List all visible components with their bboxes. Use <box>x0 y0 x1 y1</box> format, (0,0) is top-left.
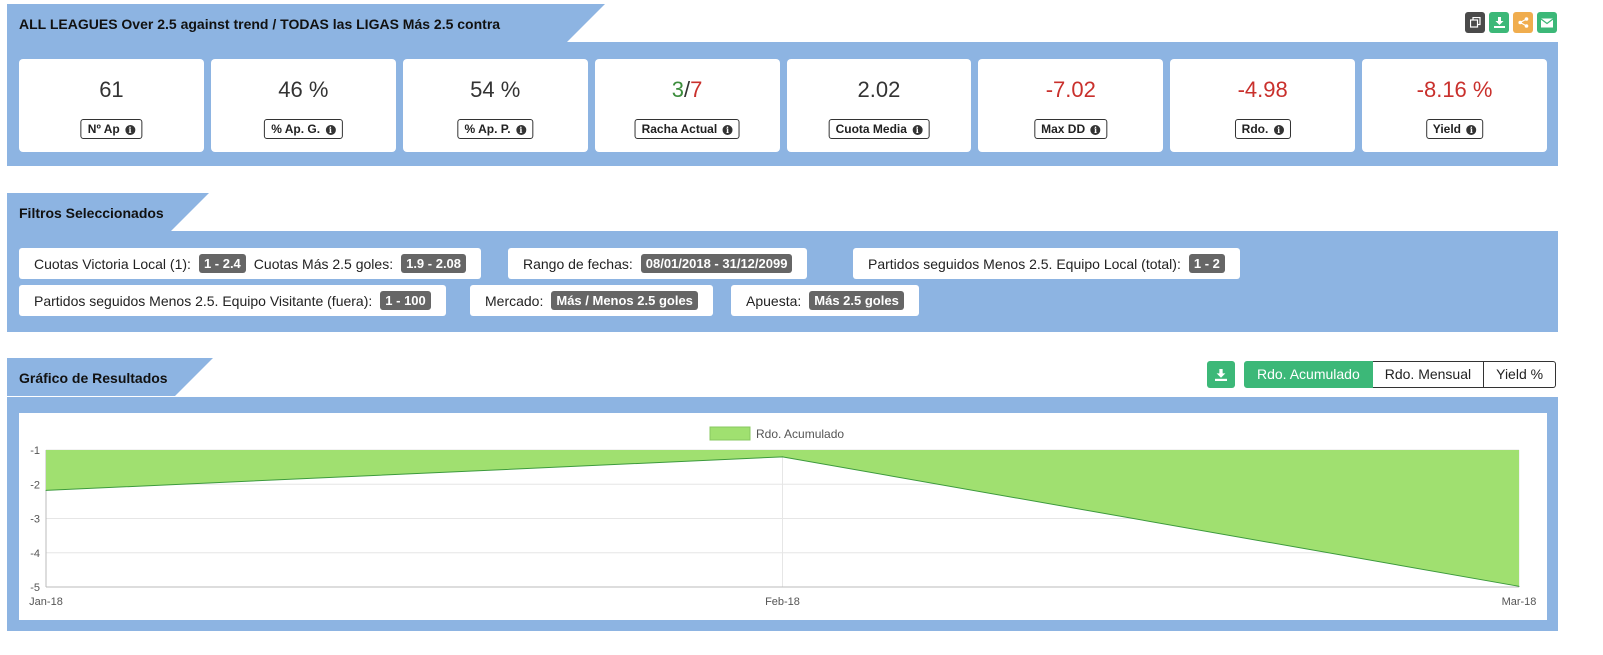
kpi-value: -7.02 <box>1045 77 1096 102</box>
copy-icon[interactable] <box>1465 12 1485 33</box>
filter-value: Más 2.5 goles <box>809 291 904 310</box>
filter-value: Más / Menos 2.5 goles <box>551 291 698 310</box>
filters-title: Filtros Seleccionados <box>7 193 171 231</box>
tab-corner <box>175 358 213 396</box>
filters-panel <box>7 231 1558 332</box>
filter-chip-apuesta[interactable]: Apuesta: Más 2.5 goles <box>731 285 919 316</box>
streak-wins: 3 <box>671 77 684 102</box>
kpi-label[interactable]: % Ap. G. i <box>264 119 343 139</box>
kpi-row: 61 Nº Ap i 46 % % Ap. G. i 54 % % Ap. P.… <box>19 59 1547 152</box>
legend-swatch <box>709 426 751 441</box>
filter-value: 08/01/2018 - 31/12/2099 <box>640 254 793 273</box>
y-tick-label: -3 <box>30 514 40 526</box>
filter-chip-mercado[interactable]: Mercado: Más / Menos 2.5 goles <box>470 285 713 316</box>
share-icon[interactable] <box>1513 12 1533 33</box>
header-actions <box>1465 12 1557 33</box>
filter-chip-cuotas[interactable]: Cuotas Victoria Local (1): 1 - 2.4 Cuota… <box>19 248 482 279</box>
kpi-label[interactable]: Rdo. i <box>1234 119 1291 139</box>
info-icon: i <box>912 125 923 135</box>
info-icon: i <box>1090 125 1101 135</box>
kpi-value: 3/7 <box>595 77 780 103</box>
chart-container: -1 -2 -3 -4 -5 Jan-18 Feb-18 Mar-18 Rdo. Acumula… <box>19 413 1547 620</box>
filter-chip-fechas[interactable]: Rango de fechas: 08/01/2018 - 31/12/2099 <box>508 248 808 279</box>
y-tick-label: -5 <box>30 582 40 594</box>
kpi-value: -8.16 % <box>1416 77 1493 102</box>
rdo-mensual-button[interactable]: Rdo. Mensual <box>1372 361 1485 388</box>
y-tick-label: -1 <box>30 445 40 457</box>
data-point <box>45 489 47 491</box>
chart-mode-toggle: Rdo. Acumulado Rdo. Mensual Yield % <box>1244 361 1557 388</box>
filter-value: 1 - 2 <box>1188 254 1225 273</box>
data-point <box>782 456 783 458</box>
kpi-value: 2.02 <box>857 77 901 102</box>
filter-chip-local[interactable]: Partidos seguidos Menos 2.5. Equipo Loca… <box>853 248 1240 279</box>
yield-button[interactable]: Yield % <box>1484 361 1557 388</box>
x-tick-label: Mar-18 <box>1502 596 1537 608</box>
kpi-card-yield: -8.16 % Yield i <box>1362 59 1547 152</box>
rdo-acumulado-button[interactable]: Rdo. Acumulado <box>1244 361 1373 388</box>
info-icon: i <box>325 125 336 135</box>
results-chart: -1 -2 -3 -4 -5 Jan-18 Feb-18 Mar-18 Rdo. Acumula… <box>29 426 1537 608</box>
info-icon: i <box>722 125 733 135</box>
email-icon[interactable] <box>1537 12 1557 33</box>
y-tick-label: -2 <box>30 479 40 491</box>
x-tick-label: Jan-18 <box>29 596 63 608</box>
area-series-rdo-acumulado <box>46 450 1519 587</box>
kpi-value: 46 % <box>278 77 329 102</box>
kpi-card-ap-p: 54 % % Ap. P. i <box>402 59 588 152</box>
x-tick-label: Feb-18 <box>765 596 800 608</box>
kpi-label[interactable]: Nº Ap i <box>80 119 143 139</box>
filter-value: 1.9 - 2.08 <box>401 254 467 273</box>
kpi-label[interactable]: Cuota Media i <box>828 119 930 139</box>
kpi-card-ap-g: 46 % % Ap. G. i <box>210 59 396 152</box>
kpi-label[interactable]: % Ap. P. i <box>457 119 533 139</box>
filter-value: 1 - 100 <box>380 291 431 310</box>
streak-sep: / <box>684 77 691 102</box>
kpi-value: -4.98 <box>1237 77 1288 102</box>
kpi-card-num-ap: 61 Nº Ap i <box>19 59 204 152</box>
data-point <box>1518 585 1520 587</box>
page-title: ALL LEAGUES Over 2.5 against trend / TOD… <box>7 4 567 72</box>
filter-chip-visitante[interactable]: Partidos seguidos Menos 2.5. Equipo Visi… <box>19 285 446 316</box>
streak-losses: 7 <box>690 77 703 102</box>
kpi-card-max-dd: -7.02 Max DD i <box>978 59 1164 152</box>
kpi-value: 54 % <box>470 77 521 102</box>
kpi-card-racha: 3/7 Racha Actual i <box>594 59 780 152</box>
filter-value: 1 - 2.4 <box>198 254 246 273</box>
download-icon[interactable] <box>1489 12 1509 33</box>
download-icon <box>1215 368 1227 381</box>
kpi-value: 61 <box>99 77 124 102</box>
kpi-card-cuota-media: 2.02 Cuota Media i <box>786 59 972 152</box>
tab-corner <box>171 193 209 231</box>
results-title: Gráfico de Resultados <box>7 358 175 396</box>
info-icon: i <box>125 125 136 135</box>
kpi-card-rdo: -4.98 Rdo. i <box>1170 59 1356 152</box>
tab-corner <box>567 4 605 42</box>
info-icon: i <box>1273 125 1284 135</box>
kpi-label[interactable]: Racha Actual i <box>634 119 740 139</box>
y-tick-label: -4 <box>30 548 40 560</box>
kpi-label[interactable]: Yield i <box>1425 119 1484 139</box>
legend-label: Rdo. Acumulado <box>756 427 844 441</box>
info-icon: i <box>1466 125 1477 135</box>
chart-download-button[interactable] <box>1207 361 1235 388</box>
info-icon: i <box>515 125 526 135</box>
kpi-label[interactable]: Max DD i <box>1034 119 1108 139</box>
